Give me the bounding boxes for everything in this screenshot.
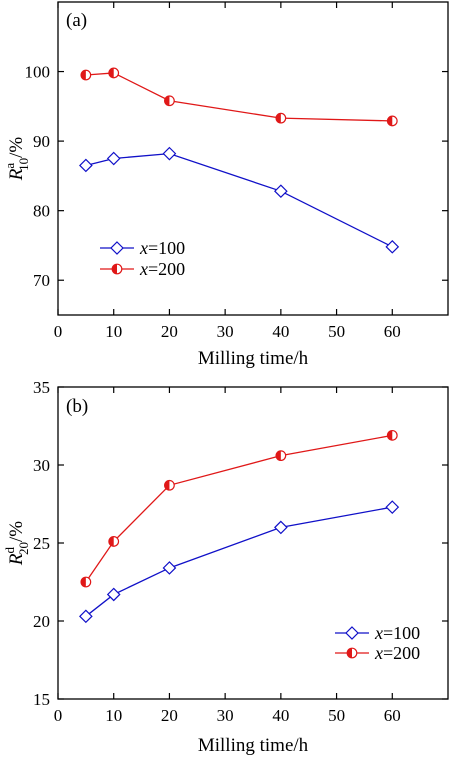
data-point xyxy=(106,151,121,166)
y-axis-title-suffix: /% xyxy=(6,521,27,542)
data-point xyxy=(79,609,93,624)
x-tick-label: 50 xyxy=(328,706,345,725)
data-point xyxy=(386,429,398,441)
chart-panel-0: 0 10 20 30 40 50 60 70 80 90 100 (a) Milling time/h R… xyxy=(2,1,449,369)
data-point xyxy=(162,561,177,575)
y-tick-label: 30 xyxy=(33,456,50,475)
y-tick-label: 15 xyxy=(33,690,50,709)
y-tick-label: 20 xyxy=(33,612,50,631)
x-tick-label: 50 xyxy=(328,322,345,341)
y-tick-label: 100 xyxy=(25,63,51,82)
data-point xyxy=(162,146,177,161)
y-axis-title: Ra10/% xyxy=(2,137,31,182)
x-tick-label: 30 xyxy=(217,322,234,341)
panel-label: (b) xyxy=(66,396,88,417)
data-point xyxy=(386,115,398,127)
data-point xyxy=(80,576,92,588)
data-point xyxy=(79,158,93,173)
y-axis-title-sub: 20 xyxy=(16,542,31,555)
legend-label: x=100 xyxy=(139,238,185,258)
y-tick-label: 70 xyxy=(33,271,50,290)
legend-label: x=100 xyxy=(374,623,420,643)
series-0 xyxy=(79,146,400,254)
y-axis-title-base: R xyxy=(6,553,27,566)
series-line xyxy=(85,152,393,248)
series-line xyxy=(85,72,393,122)
y-axis-title: Rd20/% xyxy=(2,521,31,566)
x-tick-label: 30 xyxy=(217,706,234,725)
x-tick-label: 60 xyxy=(384,322,401,341)
y-tick-label: 90 xyxy=(33,132,50,151)
data-point xyxy=(385,500,400,514)
x-tick-label: 10 xyxy=(105,706,122,725)
x-axis-title: Milling time/h xyxy=(198,348,309,369)
series-1 xyxy=(80,429,398,588)
legend-marker xyxy=(111,263,123,275)
data-point xyxy=(274,520,288,535)
data-point xyxy=(385,239,400,254)
series-line xyxy=(85,434,393,583)
legend-marker xyxy=(110,241,124,255)
data-point xyxy=(275,112,287,124)
legend-label: x=200 xyxy=(374,643,420,663)
x-tick-label: 10 xyxy=(105,322,122,341)
data-point xyxy=(274,184,288,199)
data-point xyxy=(108,536,120,547)
data-point xyxy=(108,67,120,79)
y-axis-title-suffix: /% xyxy=(6,137,27,158)
panel-label: (a) xyxy=(66,10,87,31)
x-tick-label: 40 xyxy=(272,322,289,341)
y-tick-label: 35 xyxy=(33,378,50,397)
x-tick-label: 20 xyxy=(161,706,178,725)
y-tick-label: 25 xyxy=(33,534,50,553)
series-0 xyxy=(79,500,400,624)
legend-marker xyxy=(345,626,359,640)
series-1 xyxy=(80,67,398,127)
x-axis-title: Milling time/h xyxy=(198,735,309,756)
data-point xyxy=(106,587,121,602)
x-tick-label: 0 xyxy=(54,706,63,725)
y-tick-label: 80 xyxy=(33,202,50,221)
data-point xyxy=(275,450,287,462)
plot-frame xyxy=(57,1,449,316)
x-tick-label: 0 xyxy=(54,322,63,341)
data-point xyxy=(164,95,175,107)
x-tick-label: 40 xyxy=(272,706,289,725)
data-point xyxy=(80,69,92,81)
legend-label: x=200 xyxy=(139,259,185,279)
y-axis-title-sup: a xyxy=(2,163,17,169)
y-axis-title-base: R xyxy=(6,168,27,181)
data-point xyxy=(164,479,175,491)
legend-marker xyxy=(346,647,358,659)
y-axis-title-sup: d xyxy=(2,547,17,554)
y-axis-title-sub: 10 xyxy=(16,158,31,171)
x-tick-label: 60 xyxy=(384,706,401,725)
x-tick-label: 20 xyxy=(161,322,178,341)
